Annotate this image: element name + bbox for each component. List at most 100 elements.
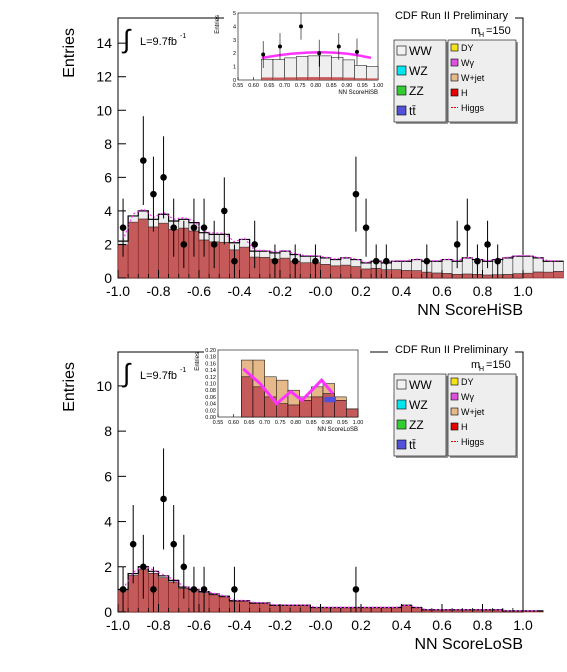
hist-bar-wjet [280, 606, 290, 612]
hist-bar-wjet [543, 272, 553, 278]
legend-label: ZZ [409, 84, 424, 98]
plot-title: CDF Run II Preliminary [395, 10, 509, 22]
legend-label: WW [409, 378, 432, 392]
y-tick-label: 10 [96, 378, 112, 394]
data-point [484, 241, 491, 248]
hist-bar-wjet [361, 608, 371, 612]
data-point [140, 563, 147, 570]
x-axis-title: NN ScoreLoSB [415, 636, 524, 653]
data-point [191, 224, 198, 231]
x-tick-label: 0.4 [392, 283, 412, 299]
hist-bar-wjet [331, 266, 341, 278]
hist-bar-wjet [300, 263, 310, 278]
data-point [170, 224, 177, 231]
hist-bar-wjet [321, 264, 331, 278]
inset-bar [355, 65, 367, 80]
y-tick-label: 8 [104, 423, 112, 439]
hist-bar-wjet [553, 271, 563, 278]
hist-bar-wjet [240, 247, 250, 278]
y-tick-label: 0 [104, 270, 112, 286]
hist-bar-wjet [523, 273, 533, 278]
data-point [120, 586, 127, 593]
y-tick-label: 2 [104, 559, 112, 575]
hist-bar-ww [442, 260, 452, 274]
inset-x-tick-label: 0.85 [326, 83, 337, 89]
inset-x-tick-label: 0.75 [275, 420, 286, 426]
legend-label: WZ [409, 64, 428, 78]
legend-label: DY [461, 377, 474, 387]
legend-label: tt̄ [409, 438, 416, 452]
legend-label: WW [409, 44, 432, 58]
inset-bar [273, 59, 285, 80]
data-point [181, 241, 188, 248]
data-point [373, 258, 380, 265]
inset-x-tick-label: 1.00 [373, 83, 384, 89]
hist-bar-ww [543, 261, 553, 272]
x-tick-label: -0.6 [187, 617, 211, 633]
inset-bar [331, 57, 343, 80]
legend-label: tt̄ [409, 104, 416, 118]
inset-y-tick-label: 0.04 [205, 402, 216, 408]
hist-bar-wjet [462, 274, 472, 278]
x-tick-label: -0.8 [146, 617, 170, 633]
inset-data-point [317, 51, 321, 55]
inset-y-tick-label: 0.02 [205, 408, 216, 414]
mass-value: =150 [486, 25, 511, 37]
hist-bar-ww [351, 260, 361, 267]
hist-bar-ww [432, 261, 442, 273]
hist-bar-wjet [128, 222, 138, 278]
inset-y-tick-label: 0.12 [205, 375, 216, 381]
hist-bar-wjet [381, 608, 391, 612]
inset-x-tick-label: 0.85 [306, 420, 317, 426]
x-tick-label: 1.0 [513, 617, 533, 633]
y-axis-title: Entries [61, 362, 78, 412]
hist-bar-wjet [483, 275, 493, 278]
legend-label: H [461, 422, 468, 432]
data-point [454, 241, 461, 248]
data-point [474, 258, 481, 265]
inset-bar-wjet [366, 78, 378, 80]
hist-bar-wjet [219, 242, 229, 278]
inset-y-tick-label: 0.10 [205, 382, 216, 388]
hist-bar-ww [523, 256, 533, 273]
hist-bar-ww [138, 211, 148, 219]
hist-bar-wjet [371, 608, 381, 612]
data-point [150, 586, 157, 593]
y-tick-label: 2 [104, 236, 112, 252]
hist-bar-wjet [138, 219, 148, 278]
data-point [150, 191, 157, 198]
hist-bar-wjet [341, 265, 351, 278]
inset-y-tick-label: 0.14 [205, 368, 216, 374]
luminosity-exponent: -1 [180, 33, 186, 40]
inset-bar [241, 377, 253, 417]
inset-x-tick-label: 0.70 [259, 420, 270, 426]
mass-subscript: H [479, 366, 484, 373]
hist-bar-wjet [391, 270, 401, 278]
y-tick-label: 6 [104, 468, 112, 484]
hist-bar-wjet [432, 273, 442, 278]
data-point [231, 586, 238, 593]
hist-bar-wjet [310, 608, 320, 612]
inset-x-tick-label: 0.60 [228, 420, 239, 426]
legend-label: H [461, 88, 468, 98]
hist-bar-wjet [260, 603, 270, 612]
inset-bar [276, 404, 288, 417]
x-tick-label: -0.6 [187, 283, 211, 299]
x-tick-label: 0.2 [351, 283, 371, 299]
hist-bar-wjet [321, 608, 331, 612]
x-tick-label: -0.4 [227, 617, 251, 633]
data-point [201, 224, 208, 231]
hist-bar-ww [240, 239, 250, 247]
x-tick-label: -0.2 [268, 283, 292, 299]
hist-bar-wjet [169, 582, 179, 612]
inset-bar [308, 56, 320, 80]
inset-bar [288, 405, 300, 417]
data-point [292, 258, 299, 265]
legend-label: W+jet [461, 73, 485, 83]
hist-bar-wjet [159, 578, 169, 612]
hist-bar-wjet [402, 606, 412, 612]
data-point [383, 258, 390, 265]
inset-x-tick-label: 0.80 [290, 420, 301, 426]
